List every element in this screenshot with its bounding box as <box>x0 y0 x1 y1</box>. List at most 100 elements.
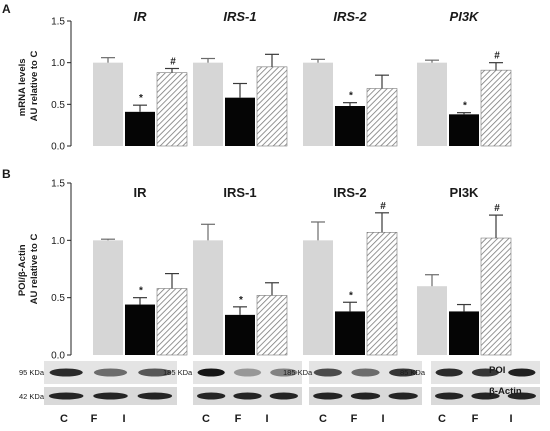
panel-b-bars: * * * # # <box>93 201 512 356</box>
panel-a-significance-mark: # <box>494 51 500 62</box>
panel-a-bar-i <box>156 72 188 147</box>
blot-band <box>49 368 83 377</box>
blot-band <box>434 392 464 400</box>
panel-b-bar-i <box>480 237 512 356</box>
panel-b-bar-i <box>256 295 288 356</box>
blot-loading-kda-label: 42 KDa <box>19 392 45 401</box>
blot-band <box>137 392 173 400</box>
blot-band <box>313 392 343 400</box>
condition-label-i: I <box>509 413 512 425</box>
blot-band <box>233 392 262 400</box>
panel-b-bar-i <box>366 232 398 356</box>
panel-b-titles: IR IRS-1 IRS-2 PI3K <box>134 185 480 200</box>
panel-b-group-title: PI3K <box>450 185 480 200</box>
panel-b-y-axis-label-line-2: AU relative to C <box>29 233 40 304</box>
blot-band <box>313 368 342 377</box>
panel-b-bar-f <box>125 304 155 355</box>
panel-b-bar-c <box>417 286 447 355</box>
panel-a-group-title: PI3K <box>450 9 481 24</box>
panel-b-significance-mark: * <box>349 290 353 301</box>
blot-kda-label: 95 KDa <box>19 368 45 377</box>
panel-a-significance-mark: * <box>463 101 467 112</box>
condition-label-i: I <box>265 413 268 425</box>
blot-band <box>471 368 500 377</box>
panel-b-significance-mark: # <box>380 201 386 212</box>
blot-band <box>389 368 418 377</box>
panel-a-bar-c <box>303 62 333 146</box>
blot-kda-label: 185 KDa <box>283 368 313 377</box>
blot-band <box>197 368 225 377</box>
condition-label-f: F <box>91 413 98 425</box>
panel-a-bar-c <box>417 62 447 146</box>
blot-kda-label: 85 KDa <box>400 368 426 377</box>
blot-band <box>48 392 84 400</box>
blot-band <box>233 368 262 377</box>
panel-a-titles: IR IRS-1 IRS-2 PI3K <box>134 9 481 24</box>
panel-b-letter: B <box>2 167 11 181</box>
panel-a-bar-f <box>125 111 155 146</box>
panel-b-y-axis-label: POI/β-Actin AU relative to C <box>17 233 40 304</box>
blot-band <box>138 368 172 377</box>
panel-a-bar-c <box>93 62 123 146</box>
panel-a-bar-i <box>480 69 512 147</box>
panel-a-group-title: IRS-1 <box>223 9 256 24</box>
panel-a-bar-c <box>193 62 223 146</box>
panel-a-bar-f <box>335 106 365 146</box>
panel-b: B POI/β-Actin AU relative to C 0.0 0.5 1.0… <box>2 167 512 362</box>
panel-b-significance-mark: * <box>239 295 243 306</box>
panel-b-bar-i <box>156 288 188 356</box>
condition-label-i: I <box>381 413 384 425</box>
panel-b-group-title: IR <box>134 185 148 200</box>
blot-band <box>270 368 298 377</box>
panel-b-significance-mark: # <box>494 203 500 214</box>
blot-row-label-poi: POI <box>489 365 505 376</box>
panel-a-y-tick-label: 1.5 <box>51 17 65 28</box>
panel-b-bar-c <box>193 240 223 355</box>
panel-b-y-tick-label: 0.0 <box>51 351 65 362</box>
panel-a-letter: A <box>2 2 11 16</box>
panel-a: A mRNA levels AU relative to C 0.0 0.5 1.0… <box>2 2 512 153</box>
panel-a-significance-mark: # <box>170 57 176 68</box>
blot-band <box>507 392 537 400</box>
panel-a-y-axis-label: mRNA levels AU relative to C <box>17 50 40 121</box>
condition-label-c: C <box>60 413 68 425</box>
panel-a-bar-f <box>449 114 479 146</box>
blot-2: 185 KDa <box>163 361 302 405</box>
condition-label-f: F <box>472 413 479 425</box>
blot-4: 85 KDa <box>400 361 540 405</box>
panel-b-bar-c <box>303 240 333 355</box>
blot-3: 185 KDa <box>283 361 422 405</box>
condition-label-c: C <box>202 413 210 425</box>
panel-a-y-axis-label-line-1: mRNA levels <box>17 58 28 116</box>
blot-band <box>351 368 380 377</box>
panel-b-y-axis-label-line-1: POI/β-Actin <box>17 244 28 296</box>
panel-b-y-tick-label: 1.5 <box>51 179 65 190</box>
panel-a-bar-i <box>366 88 398 147</box>
blot-1: 95 KDa 42 KDa <box>19 361 177 405</box>
panel-b-bar-f <box>449 311 479 355</box>
blot-band <box>388 392 418 400</box>
blot-row-label-beta-actin: β-Actin <box>489 386 522 397</box>
blot-band <box>435 368 463 377</box>
panel-b-y-tick-label: 0.5 <box>51 293 65 304</box>
panel-b-bar-f <box>335 311 365 355</box>
panel-b-axis: 0.0 0.5 1.0 1.5 <box>51 179 72 362</box>
panel-a-group-title: IRS-2 <box>333 9 367 24</box>
condition-label-f: F <box>235 413 242 425</box>
condition-label-c: C <box>319 413 327 425</box>
blot-band <box>269 392 299 400</box>
panel-b-bar-c <box>93 240 123 355</box>
panel-a-y-tick-label: 1.0 <box>51 58 65 69</box>
blot-band <box>196 392 226 400</box>
condition-label-f: F <box>351 413 358 425</box>
panel-b-group-title: IRS-2 <box>333 185 366 200</box>
condition-label-i: I <box>122 413 125 425</box>
western-blots: 95 KDa 42 KDa 185 KDa 185 KDa 85 KDa <box>19 361 540 405</box>
panel-a-y-axis-label-line-2: AU relative to C <box>29 50 40 121</box>
blot-band <box>93 392 128 400</box>
panel-b-significance-mark: * <box>139 286 143 297</box>
panel-b-group-title: IRS-1 <box>223 185 256 200</box>
blot-band <box>93 368 128 377</box>
